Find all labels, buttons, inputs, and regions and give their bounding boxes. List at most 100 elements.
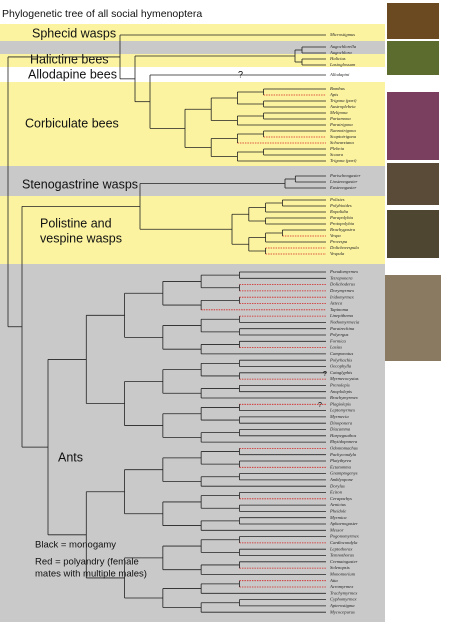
leaf-label: Brachymyrmex: [330, 395, 358, 400]
leaf-label: Plagiolepis: [329, 401, 351, 406]
leaf-label: Cerapachys: [330, 496, 352, 501]
photo: [387, 210, 439, 258]
leaf-label: Oecophylla: [330, 364, 352, 369]
leaf-label: Polybioides: [329, 203, 352, 208]
leaf-label: Lasius: [329, 345, 342, 350]
leaf-label: Camponotus: [330, 351, 353, 356]
leaf-label: Plebeia: [329, 146, 345, 151]
leaf-label: Microstigmus: [329, 32, 355, 37]
leaf-label: Melipona: [329, 110, 348, 115]
group-label: Halictine bees: [30, 52, 109, 66]
leaf-label: Gnamptogenys: [330, 471, 358, 476]
band: [0, 264, 385, 622]
leaf-label: Messor: [329, 527, 344, 532]
leaf-label: Eciton: [329, 490, 343, 495]
leaf-label: Apis: [329, 92, 338, 97]
leaf-label: Ectatomma: [329, 464, 352, 469]
leaf-label: Cyphomyrmex: [330, 597, 357, 602]
group-label: Polistine and: [40, 216, 112, 230]
leaf-label: Dinoponera: [329, 420, 353, 425]
photo: [387, 41, 439, 75]
photo: [385, 275, 441, 361]
leaf-label: Cardiocondyla: [330, 540, 358, 545]
leaf-label: Rhytidoponera: [329, 439, 358, 444]
band: [0, 166, 385, 196]
leaf-label: Pseudomyrmex: [329, 269, 358, 274]
band: [0, 24, 385, 41]
photo: [387, 3, 439, 39]
leaf-label: Dolichoderus: [329, 282, 355, 287]
legend-text: Black = monogamy: [35, 540, 116, 551]
leaf-label: Odontomachus: [330, 445, 358, 450]
leaf-label: Polistes: [329, 197, 345, 202]
band: [0, 41, 385, 54]
leaf-label: Azteca: [329, 301, 343, 306]
photo: [387, 92, 439, 160]
leaf-label: Leptomyrmex: [329, 408, 355, 413]
leaf-label: Iridomyrmex: [329, 294, 354, 299]
title: Phylogenetic tree of all social hymenopt…: [2, 8, 202, 20]
leaf-label: Nothomyrmecia: [329, 319, 360, 324]
leaf-label: Partamona: [329, 116, 351, 121]
leaf-label: Allodapini: [329, 72, 350, 77]
leaf-label: Vespa: [330, 233, 341, 238]
leaf-label: Myrmecocystus: [329, 376, 359, 381]
leaf-label: Myrmica: [329, 515, 347, 520]
leaf-label: Trigona (part): [330, 158, 357, 163]
leaf-label: Atta: [329, 578, 338, 583]
group-label: Stenogastrine wasps: [22, 177, 138, 191]
leaf-label: Anoplolepis: [329, 389, 352, 394]
leaf-label: Eustenogaster: [329, 185, 356, 190]
leaf-label: Nannotrigona: [329, 128, 356, 133]
leaf-label: Parapolybia: [329, 215, 354, 220]
leaf-label: Myrmecia: [329, 414, 349, 419]
leaf-label: Trachymyrmex: [330, 590, 357, 595]
leaf-label: Leptothorax: [329, 546, 352, 551]
group-label: Allodapine bees: [28, 67, 117, 81]
leaf-label: Amblyopone: [329, 477, 353, 482]
leaf-label: Paratrigona: [329, 122, 353, 127]
leaf-label: Vespula: [330, 251, 345, 256]
leaf-label: Parischnogaster: [329, 173, 361, 178]
bands: [0, 24, 385, 622]
leaf-label: Dolichovespula: [329, 245, 360, 250]
leaf-label: Halictus: [329, 56, 346, 61]
legend-text: Red = polyandry (female: [35, 557, 139, 568]
leaf-label: Harpegnathos: [329, 433, 356, 438]
leaf-label: Pogonomyrmex: [329, 534, 359, 539]
leaf-label: Prenolepis: [329, 382, 350, 387]
leaf-label: Aphaenogaster: [329, 521, 358, 526]
leaf-label: Pheidole: [329, 508, 346, 513]
leaf-label: Ropalidia: [329, 209, 349, 214]
legend-text: mates with multiple males): [35, 569, 147, 580]
band: [0, 82, 385, 166]
annotation: ?: [238, 69, 243, 79]
leaf-label: Scaura: [330, 152, 344, 157]
leaf-label: Augochlora: [329, 50, 352, 55]
leaf-label: Dorymyrmex: [329, 288, 354, 293]
group-label: vespine wasps: [40, 231, 122, 245]
leaf-label: Temnothorax: [330, 553, 354, 558]
leaf-label: Trigona (part): [330, 98, 357, 103]
leaf-label: Polyergus: [329, 332, 349, 337]
group-label: Ants: [58, 450, 83, 464]
leaf-label: Diacamma: [329, 427, 351, 432]
leaf-label: Crematogaster: [330, 559, 358, 564]
leaf-label: Augochlorella: [329, 44, 357, 49]
leaf-label: Linepithema: [329, 313, 354, 318]
leaf-label: Austroplebeia: [329, 104, 356, 109]
leaf-label: Aenictus: [329, 502, 346, 507]
leaf-label: Tetraponera: [330, 275, 353, 280]
leaf-label: Protopolybia: [329, 221, 355, 226]
leaf-label: Monomorium: [329, 571, 356, 576]
leaf-label: Tapinoma: [330, 307, 349, 312]
leaf-label: Paratrechina: [329, 326, 355, 331]
leaf-label: Pachycondyla: [329, 452, 357, 457]
leaf-label: Lasioglossum: [329, 62, 356, 67]
leaf-label: Provespa: [329, 239, 348, 244]
group-label: Sphecid wasps: [32, 26, 116, 40]
leaf-label: Schwarziana: [330, 140, 354, 145]
photos: [385, 3, 441, 361]
annotation: ?: [318, 402, 322, 409]
